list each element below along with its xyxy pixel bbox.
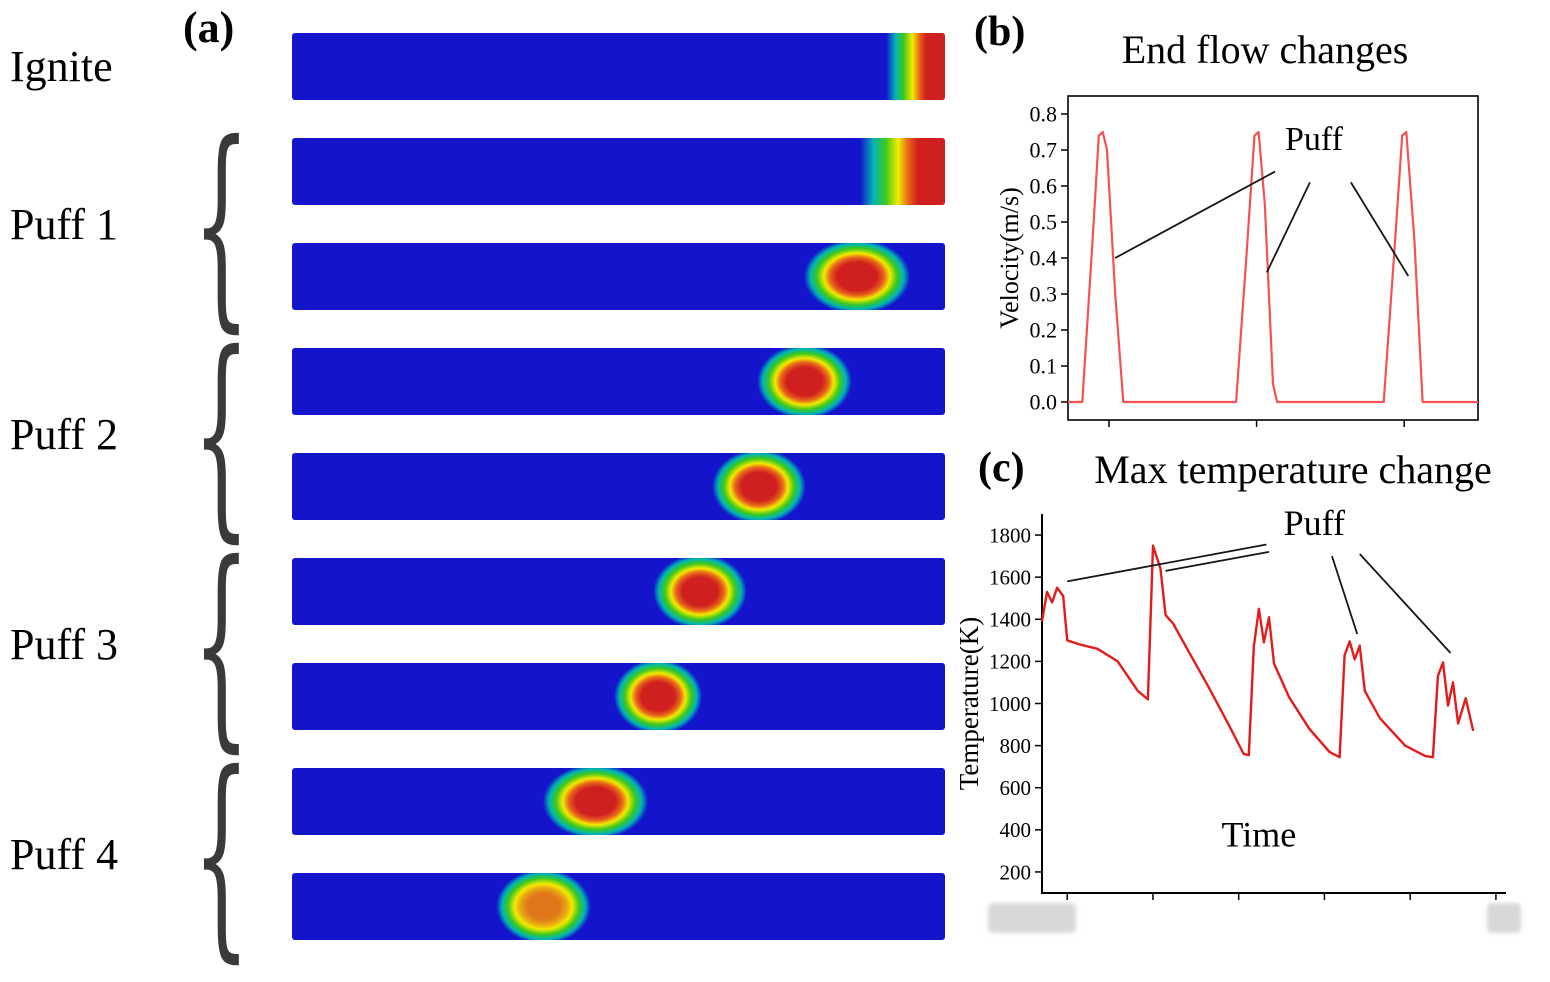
y-tick-label: 0.5 [1030,210,1058,235]
annotation-arrow [1165,551,1270,572]
snapshot-group: Puff 2 { [0,305,945,562]
y-tick-label: 600 [1000,776,1032,800]
panel-a: (a) Ignite Puff 1 { Puff 2 { Puff 3 { Puff 4 { [0,3,945,982]
flame-tube-snapshot [292,453,945,520]
flame-tube-snapshot [292,558,945,625]
y-tick-label: 1800 [989,523,1031,547]
group-brace: { [192,515,251,772]
flame-front [491,873,596,940]
y-tick-label: 0.3 [1030,282,1058,307]
annotation-arrow [1350,181,1410,277]
annotation-arrow [1331,555,1359,635]
flame-tube-snapshot [292,768,945,835]
group-label-cell: Puff 4 { [0,725,292,982]
group-brace: { [192,95,251,352]
axes [1041,514,1506,894]
series-end-flow-velocity [1068,130,1478,404]
flame-tube-snapshot [292,243,945,310]
scan-artifact-right [1487,903,1521,933]
group-label-cell: Ignite [0,41,292,92]
flame-front [608,663,707,730]
snapshot-bars [292,348,945,520]
annotation-arrow [1067,543,1267,583]
flame-front [752,348,857,415]
group-label: Puff 4 [10,829,118,879]
series-max-temperature [1040,544,1475,759]
flame-tube-snapshot [292,138,945,205]
flame-front [706,453,812,520]
scan-artifact-left [988,903,1076,933]
group-label-cell: Puff 2 { [0,305,292,562]
annotation-label: Puff [1284,503,1345,543]
group-label-cell: Puff 3 { [0,515,292,772]
group-label: Ignite [10,42,113,91]
y-axis-label: Temperature(K) [960,617,984,791]
group-label-cell: Puff 1 { [0,95,292,352]
chart-c-title: Max temperature change [1094,447,1492,492]
snapshot-bars [292,768,945,940]
flame-tube-snapshot [292,663,945,730]
annotation-arrow [1266,182,1311,273]
snapshot-group: Puff 1 { [0,95,945,352]
panel-c-label: (c) [978,445,1025,491]
y-axis-label: Velocity(m/s) [1000,187,1024,329]
flame-front [536,768,655,835]
panel-a-label: (a) [183,3,235,52]
flame-tube-snapshot [292,873,945,940]
x-axis-label: Time [1222,815,1297,855]
annotation-arrow [1359,553,1452,654]
snapshot-bars [292,33,945,100]
group-label: Puff 1 [10,199,118,249]
group-label: Puff 2 [10,409,118,459]
flame-front [647,558,753,625]
y-tick-label: 1000 [989,692,1031,716]
annotation-arrow [1114,170,1276,259]
snapshot-bars [292,138,945,310]
y-tick-label: 800 [1000,734,1032,758]
y-tick-label: 1200 [989,650,1031,674]
chart-b-title: End flow changes [1121,27,1409,72]
annotation-label: Puff [1285,121,1344,158]
flame-tube-snapshot [292,33,945,100]
y-tick-label: 0.8 [1030,102,1058,127]
flame-front [860,138,945,205]
group-brace: { [192,305,251,562]
flame-tube-snapshot [292,348,945,415]
snapshot-group: Ignite [0,33,945,100]
y-tick-label: 400 [1000,818,1032,842]
snapshot-group: Puff 3 { [0,515,945,772]
chart-c-canvas: 200 400 600 800 1000 1200 1400 1600 1800 Temperat… [960,503,1506,900]
flame-front [798,243,916,310]
y-tick-label: 0.7 [1030,138,1058,163]
y-tick-label: 0.2 [1030,318,1058,343]
y-tick-label: 0.4 [1030,246,1058,271]
y-tick-label: 0.0 [1030,390,1058,415]
group-label: Puff 3 [10,619,118,669]
chart-b-canvas: 0.0 0.1 0.2 0.3 0.4 0.5 0.6 0.7 0.8 Velocity(m/s)… [1000,95,1479,427]
panel-a-groups: Ignite Puff 1 { Puff 2 { Puff 3 { Puff 4 { [0,33,945,982]
panel-b-label: (b) [974,9,1026,55]
flame-front [886,33,945,100]
y-tick-label: 1400 [989,608,1031,632]
y-tick-label: 200 [1000,860,1032,884]
snapshot-bars [292,558,945,730]
group-brace: { [192,725,251,982]
y-tick-label: 0.6 [1030,174,1058,199]
snapshot-group: Puff 4 { [0,725,945,982]
y-tick-label: 0.1 [1030,354,1058,379]
y-tick-label: 1600 [989,566,1031,590]
